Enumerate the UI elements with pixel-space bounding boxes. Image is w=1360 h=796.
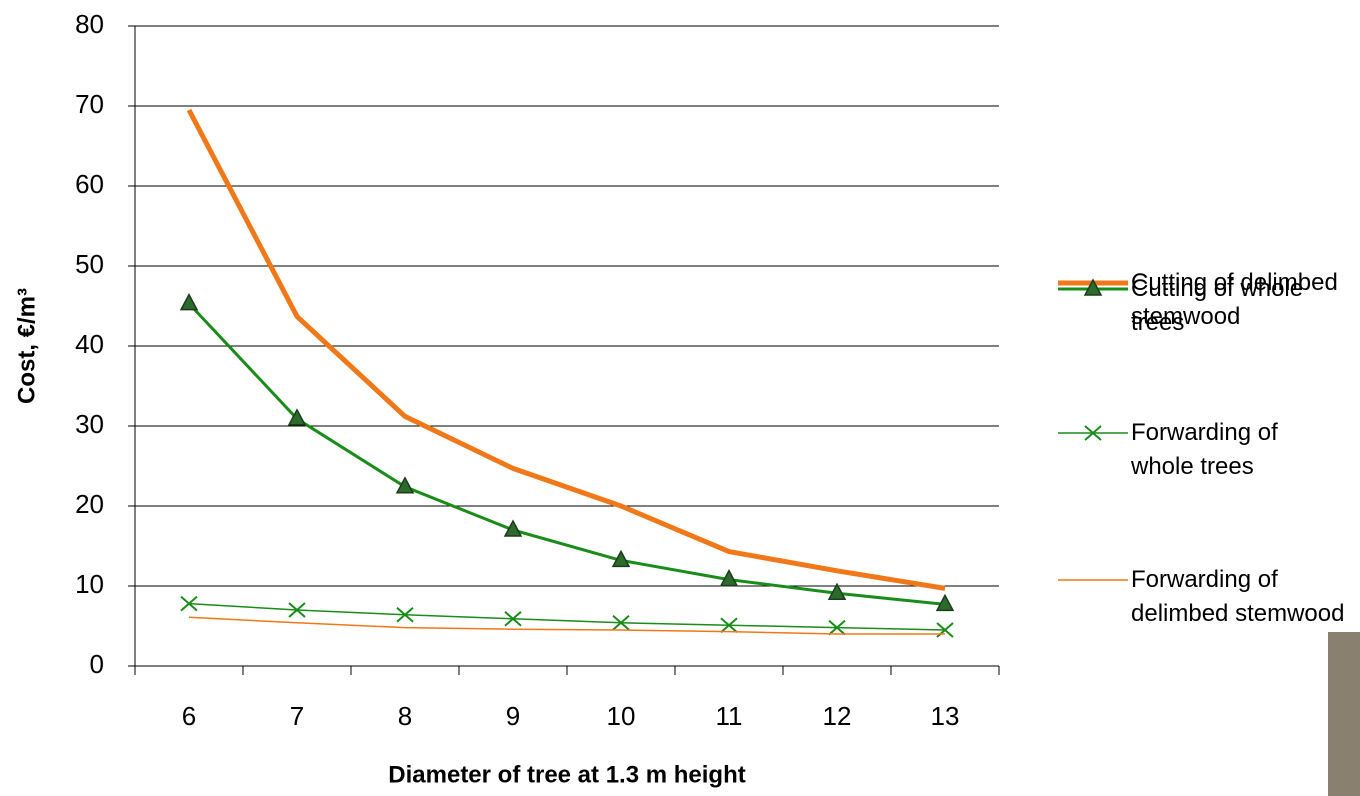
x-tick-label: 13 bbox=[931, 701, 960, 731]
point-marker bbox=[720, 617, 738, 633]
y-tick-label: 10 bbox=[75, 569, 104, 599]
y-tick-label: 70 bbox=[75, 89, 104, 119]
y-tick-label: 40 bbox=[75, 329, 104, 359]
legend-marker bbox=[1084, 425, 1102, 441]
x-tick-label: 6 bbox=[182, 701, 196, 731]
legend-label: Forwarding of delimbed stemwood bbox=[1131, 566, 1345, 627]
series-line bbox=[188, 602, 946, 631]
point-marker bbox=[287, 408, 307, 426]
y-tick-label: 80 bbox=[75, 9, 104, 39]
point-marker bbox=[504, 611, 522, 627]
x-tick-label: 10 bbox=[607, 701, 636, 731]
x-tick-label: 12 bbox=[823, 701, 852, 731]
x-axis-title: Diameter of tree at 1.3 m height bbox=[388, 761, 745, 788]
y-tick-label: 50 bbox=[75, 249, 104, 279]
point-marker bbox=[827, 582, 847, 600]
point-marker bbox=[395, 476, 415, 494]
series-line bbox=[186, 108, 946, 591]
y-tick-label: 60 bbox=[75, 169, 104, 199]
legend-label: Cutting of whole trees bbox=[1131, 275, 1304, 336]
point-marker bbox=[719, 569, 739, 587]
y-tick-label: 30 bbox=[75, 409, 104, 439]
x-tick-label: 9 bbox=[506, 701, 520, 731]
photo-fragment bbox=[1328, 632, 1360, 796]
point-marker bbox=[828, 619, 846, 636]
legend-label: Forwarding of whole trees bbox=[1131, 419, 1278, 480]
point-marker bbox=[180, 595, 198, 612]
x-tick-label: 11 bbox=[716, 701, 743, 731]
y-tick-label: 20 bbox=[75, 489, 104, 519]
legend-marker bbox=[1083, 278, 1103, 296]
y-tick-label: 0 bbox=[90, 649, 104, 679]
y-axis-title: Cost, €/m³ bbox=[13, 288, 40, 404]
point-marker bbox=[396, 607, 414, 623]
legend-label: Cutting of delimbed stemwood bbox=[1131, 269, 1338, 330]
series-line bbox=[187, 302, 946, 606]
x-tick-label: 7 bbox=[290, 701, 304, 731]
point-marker bbox=[612, 615, 630, 631]
point-marker bbox=[611, 549, 631, 568]
point-marker bbox=[179, 293, 199, 311]
series-line bbox=[188, 616, 945, 635]
x-tick-label: 8 bbox=[398, 701, 412, 731]
point-marker bbox=[935, 593, 955, 612]
point-marker bbox=[503, 519, 523, 537]
point-marker bbox=[288, 602, 306, 618]
